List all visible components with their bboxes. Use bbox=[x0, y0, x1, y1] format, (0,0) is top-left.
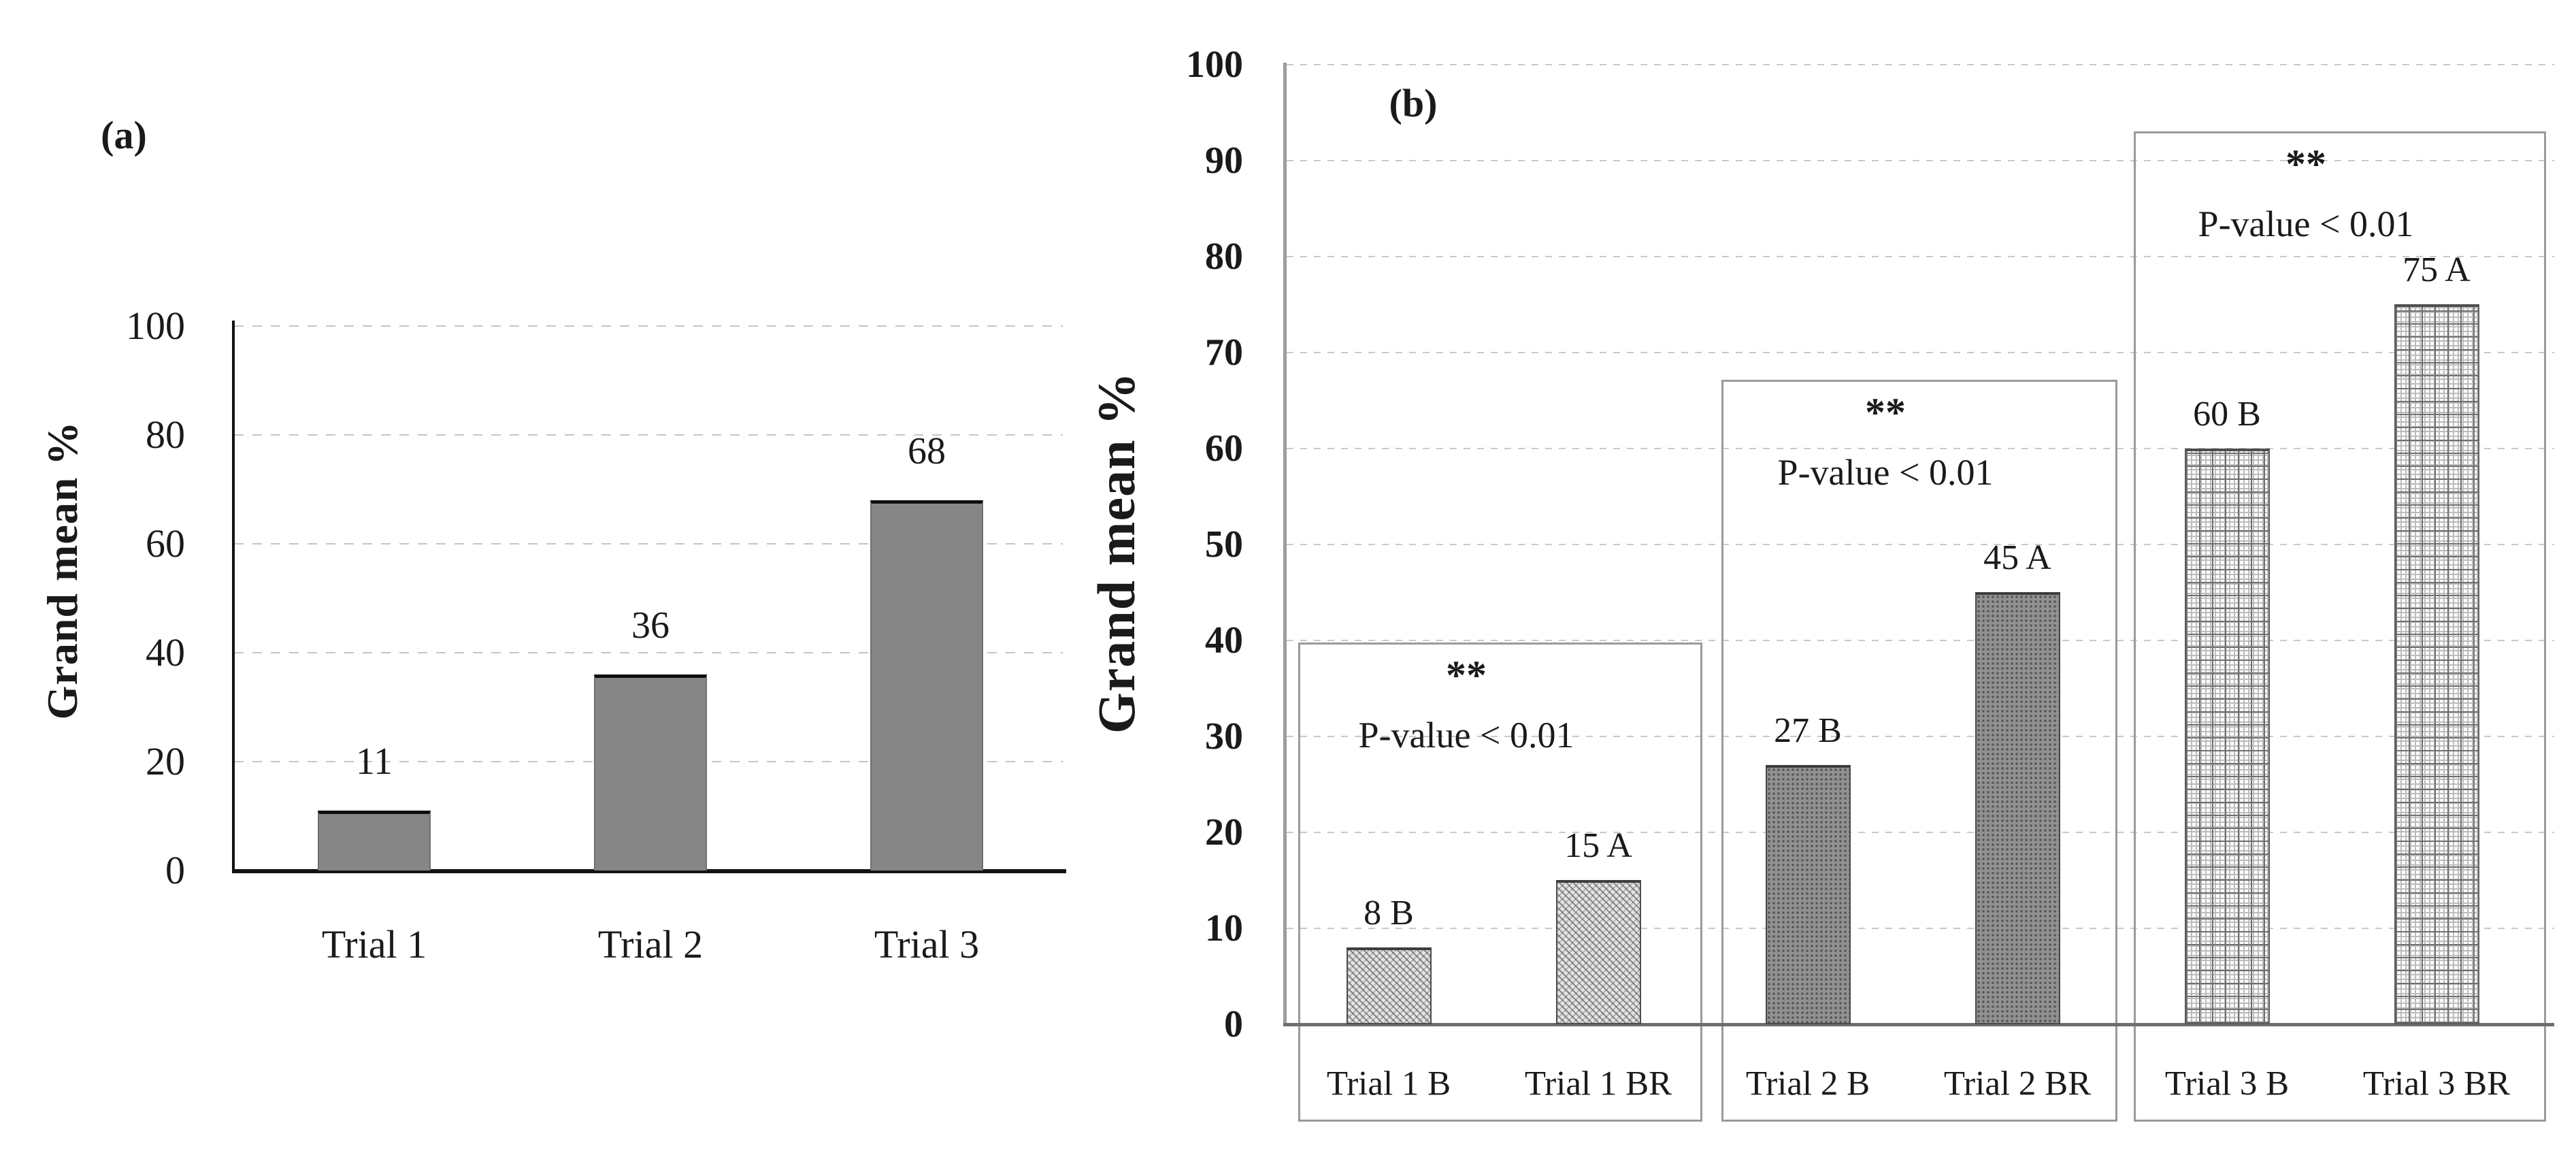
x-tick-b-5: Trial 3 B bbox=[2164, 1064, 2290, 1103]
bar-value-label: 8 B bbox=[1364, 894, 1414, 932]
y-tick-a-100: 100 bbox=[126, 304, 185, 348]
x-tick-a-3: Trial 3 bbox=[874, 922, 980, 966]
significance-box-2 bbox=[1721, 380, 2117, 1122]
significance-stars-3: ** bbox=[2285, 142, 2326, 186]
gridline-a-40 bbox=[234, 652, 1063, 653]
y-tick-b-80: 80 bbox=[1205, 235, 1243, 278]
bar-value-label: 45 A bbox=[1983, 538, 2051, 577]
gridline-b-50 bbox=[1287, 544, 2554, 545]
gridline-a-80 bbox=[234, 434, 1063, 436]
bar-a-trial-3 bbox=[870, 500, 983, 871]
bar-b-trial-2-br bbox=[1975, 592, 2060, 1024]
y-tick-b-90: 90 bbox=[1205, 140, 1243, 182]
y-tick-a-0: 0 bbox=[165, 848, 185, 892]
gridline-b-40 bbox=[1287, 640, 2554, 641]
panel-b-label: (b) bbox=[1389, 81, 1438, 125]
gridline-b-60 bbox=[1287, 448, 2554, 449]
bar-b-trial-3-b bbox=[2185, 449, 2270, 1024]
bar-a-trial-2 bbox=[594, 674, 707, 871]
p-value-label-3: P-value < 0.01 bbox=[2198, 204, 2414, 244]
y-tick-b-0: 0 bbox=[1224, 1003, 1243, 1045]
panel-a-y-axis-title: Grand mean % bbox=[38, 421, 86, 720]
significance-box-3 bbox=[2134, 131, 2546, 1122]
bar-a-trial-1 bbox=[318, 811, 431, 871]
bar-b-trial-2-b bbox=[1766, 765, 1851, 1024]
significance-stars-1: ** bbox=[1446, 653, 1487, 698]
x-tick-b-3: Trial 2 B bbox=[1745, 1064, 1870, 1103]
bar-value-label: 15 A bbox=[1564, 826, 1632, 865]
bar-value-label: 36 bbox=[631, 604, 670, 647]
y-tick-a-60: 60 bbox=[146, 521, 185, 566]
y-tick-b-50: 50 bbox=[1205, 523, 1243, 566]
bar-value-label: 11 bbox=[356, 741, 393, 783]
bar-value-label: 68 bbox=[908, 430, 946, 472]
bar-value-label: 75 A bbox=[2402, 250, 2471, 289]
gridline-b-90 bbox=[1287, 160, 2554, 161]
bar-b-trial-3-br bbox=[2394, 304, 2479, 1024]
x-axis-line-a bbox=[232, 869, 1066, 873]
bar-b-trial-1-b bbox=[1347, 947, 1432, 1024]
p-value-label-2: P-value < 0.01 bbox=[1777, 452, 1994, 493]
significance-box-1 bbox=[1298, 642, 1702, 1122]
bar-b-trial-1-br bbox=[1556, 880, 1641, 1024]
y-tick-b-70: 70 bbox=[1205, 331, 1243, 374]
x-tick-b-2: Trial 1 BR bbox=[1524, 1064, 1672, 1103]
x-tick-b-1: Trial 1 B bbox=[1326, 1064, 1451, 1103]
y-tick-b-10: 10 bbox=[1205, 907, 1243, 949]
y-axis-line-a bbox=[232, 321, 235, 873]
y-tick-b-100: 100 bbox=[1186, 44, 1243, 86]
y-tick-a-80: 80 bbox=[146, 412, 185, 457]
gridline-b-80 bbox=[1287, 256, 2554, 257]
y-tick-b-30: 30 bbox=[1205, 715, 1243, 758]
y-tick-b-60: 60 bbox=[1205, 427, 1243, 470]
x-tick-b-6: Trial 3 BR bbox=[2362, 1064, 2511, 1103]
x-axis-line-b bbox=[1283, 1023, 2554, 1026]
bar-value-label: 27 B bbox=[1774, 711, 1842, 750]
gridline-b-100 bbox=[1287, 64, 2554, 65]
gridline-a-60 bbox=[234, 543, 1063, 544]
x-tick-a-2: Trial 2 bbox=[597, 922, 704, 966]
gridline-b-10 bbox=[1287, 928, 2554, 929]
x-tick-a-1: Trial 1 bbox=[321, 922, 427, 966]
p-value-label-1: P-value < 0.01 bbox=[1358, 715, 1574, 755]
y-tick-b-40: 40 bbox=[1205, 619, 1243, 662]
x-tick-b-4: Trial 2 BR bbox=[1943, 1064, 2092, 1103]
gridline-b-30 bbox=[1287, 736, 2554, 737]
panel-a-label: (a) bbox=[101, 113, 147, 157]
y-axis-line-b bbox=[1283, 63, 1287, 1026]
gridline-a-100 bbox=[234, 325, 1063, 327]
y-tick-a-20: 20 bbox=[146, 739, 185, 783]
significance-stars-2: ** bbox=[1865, 390, 1906, 435]
bar-value-label: 60 B bbox=[2193, 395, 2261, 434]
gridline-b-70 bbox=[1287, 352, 2554, 353]
y-tick-b-20: 20 bbox=[1205, 811, 1243, 853]
y-tick-a-40: 40 bbox=[146, 630, 185, 674]
gridline-b-20 bbox=[1287, 832, 2554, 833]
